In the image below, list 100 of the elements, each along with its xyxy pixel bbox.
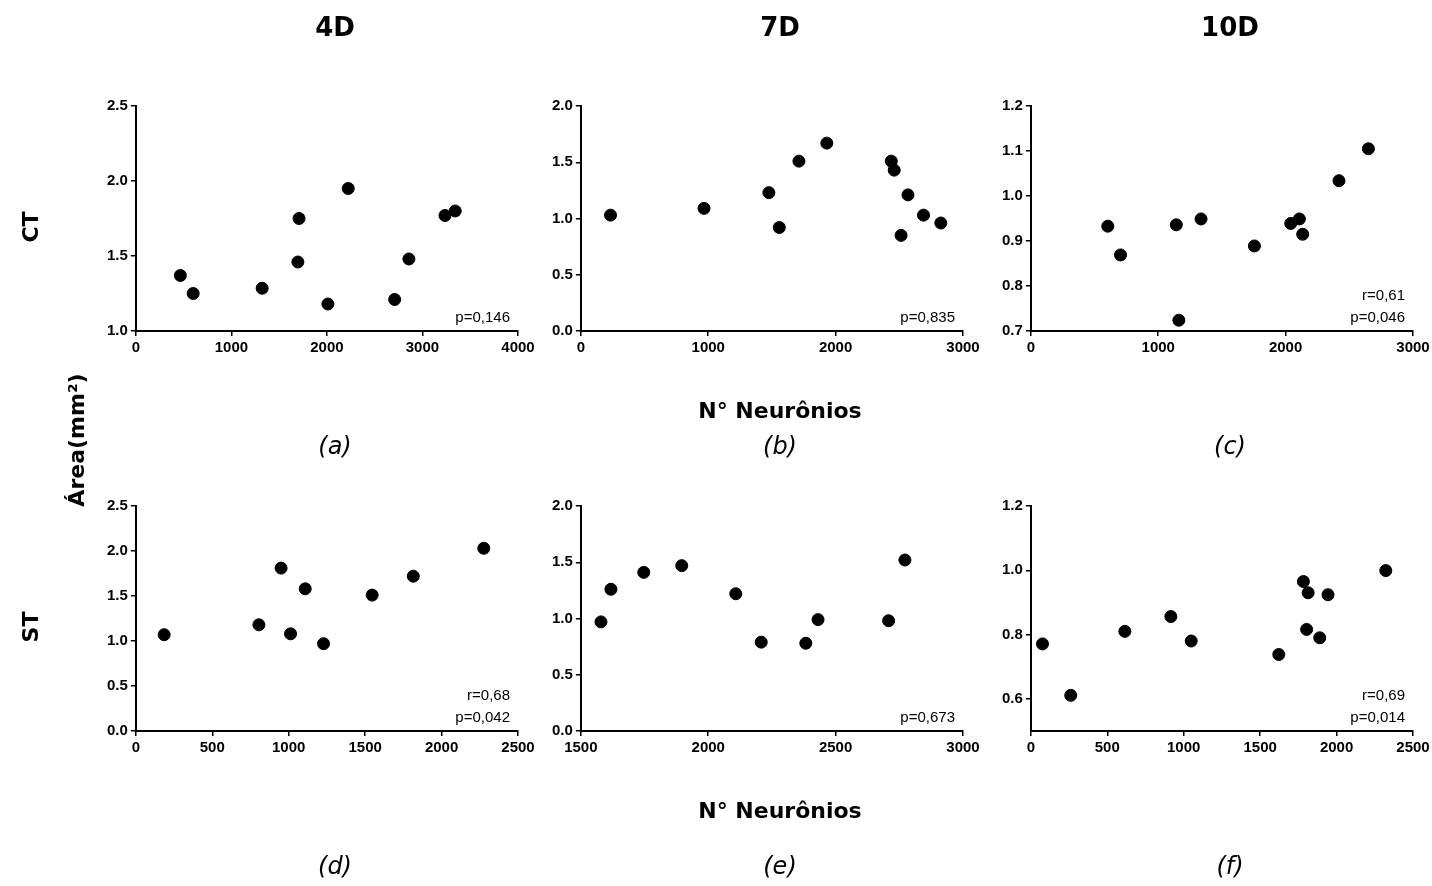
text: (c) [1213,432,1247,460]
point [637,565,651,579]
annotation: p=0,146 [455,307,510,325]
x-tick-label: 2000 [1319,738,1354,756]
point [1300,622,1314,636]
y-tick-label: 1.0 [551,208,573,226]
point [799,636,813,650]
point [1301,586,1315,600]
y-tick-label: 1.5 [551,152,573,170]
point [1313,631,1327,645]
point [604,208,618,222]
x-tick-label: 0 [1026,738,1036,756]
point [1194,212,1208,226]
point [729,587,743,601]
annotation: p=0,014 [1350,707,1405,725]
text: (b) [762,432,798,460]
chart-title: 7D [759,12,801,42]
point [1164,610,1178,624]
point [298,582,312,596]
x-tick-label: 1000 [272,738,306,756]
y-axis-title: Área(mm²) [63,373,89,507]
point [1101,219,1115,233]
y-tick-label: 0.5 [106,676,128,694]
point [934,216,948,230]
y-tick-label: 0.0 [551,321,573,339]
point [604,582,618,596]
annotation: p=0,835 [900,307,955,325]
x-tick-label: 0 [131,338,141,356]
point [252,618,266,632]
x-tick-label: 1500 [348,738,382,756]
point [754,635,768,649]
y-tick-label: 1.0 [1001,560,1023,578]
y-tick-label: 0.6 [1001,689,1023,706]
point [901,188,915,202]
text: (e) [762,852,798,880]
point [448,204,462,218]
annotation: r=0,61 [1362,285,1405,303]
annotation: p=0,042 [455,707,510,725]
point [1332,174,1346,188]
x-tick-label: 3000 [946,738,980,756]
y-tick-label: 0.8 [1001,624,1023,642]
point [772,221,786,234]
point [898,553,912,567]
y-tick-label: 0.8 [1001,276,1023,294]
point [1292,212,1306,226]
point [1321,588,1335,602]
point [477,541,491,555]
point [1172,313,1186,327]
point [341,182,355,195]
x-tick-label: 4000 [501,338,535,356]
y-tick-label: 2.0 [106,541,128,559]
point [1169,218,1183,232]
point [365,588,379,602]
x-tick-label: 1500 [1243,738,1277,756]
y-tick-label: 1.5 [106,586,128,604]
point [1184,634,1198,648]
point [762,186,776,200]
text: CT [17,211,43,243]
annotation: r=0,69 [1362,685,1405,703]
y-tick-label: 1.5 [106,246,128,264]
point [173,269,187,282]
y-tick-label: 2.5 [106,96,128,114]
x-tick-label: 2000 [818,338,853,356]
annotation: p=0,673 [900,707,955,725]
y-tick-label: 2.0 [551,496,573,514]
text: ST [17,611,43,643]
point [186,287,200,300]
y-tick-label: 1.2 [1001,96,1023,114]
point [438,209,452,222]
y-tick-label: 1.2 [1001,496,1023,514]
x-tick-label: 2500 [818,738,853,756]
point [292,212,306,225]
point [697,201,711,215]
x-tick-label: 1000 [1167,738,1201,756]
y-tick-label: 0.7 [1001,321,1023,339]
point [274,561,288,575]
x-tick-label: 0 [1026,338,1036,356]
x-axis-title: N° Neurônios [697,798,863,823]
point [1272,648,1286,661]
annotation: r=0,68 [467,685,510,703]
point [894,228,908,242]
point [388,293,402,306]
x-tick-label: 2000 [310,338,344,356]
x-tick-label: 0 [131,738,141,756]
point [157,628,171,642]
y-tick-label: 0.5 [551,664,573,682]
text: (f) [1215,852,1245,880]
point [1118,624,1132,638]
y-tick-label: 0.5 [551,264,573,282]
point [820,136,834,150]
point [811,613,825,627]
point [675,559,689,573]
y-tick-label: 0.9 [1001,231,1023,249]
y-tick-label: 1.0 [551,608,573,626]
point [1296,575,1310,589]
point [594,615,608,629]
x-tick-label: 1000 [214,338,249,356]
x-tick-label: 2000 [691,738,725,756]
point [1361,142,1375,156]
x-tick-label: 0 [576,338,586,356]
